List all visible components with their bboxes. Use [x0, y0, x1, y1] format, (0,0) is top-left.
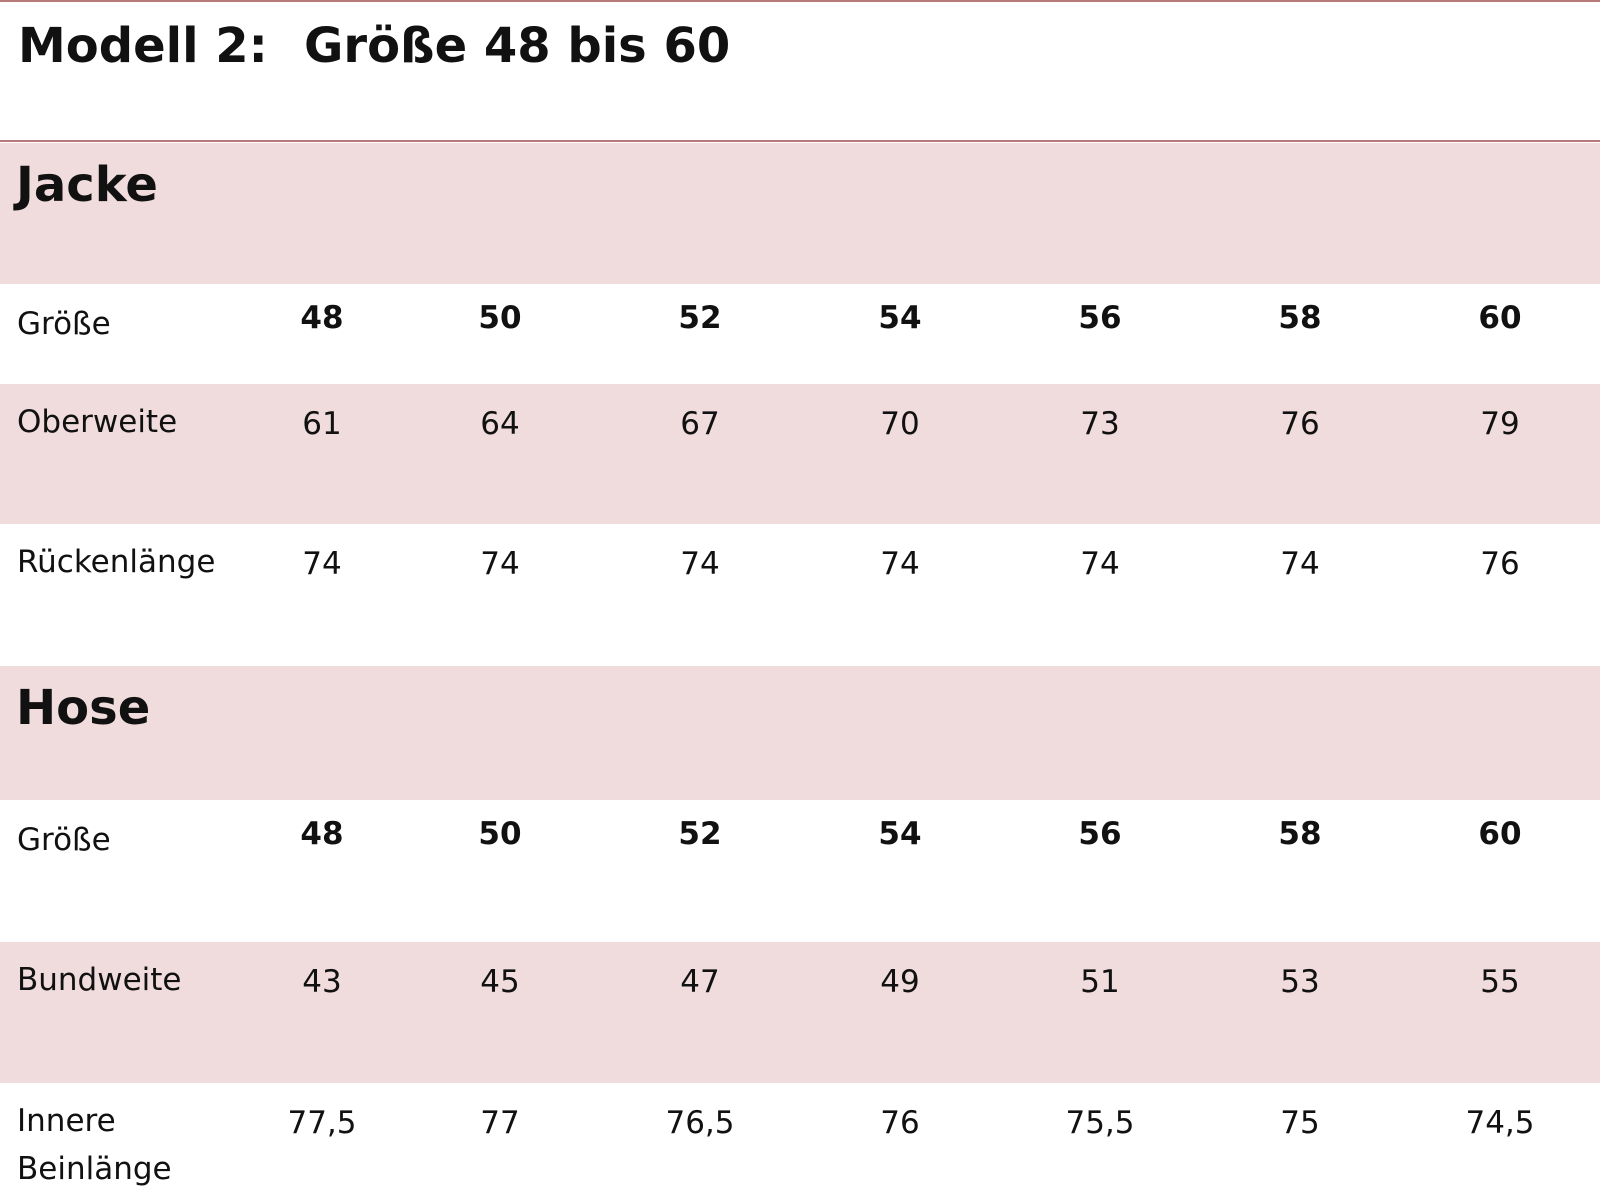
rule	[0, 0, 1600, 2]
measure-cell: 43	[302, 964, 342, 1000]
measure-cell: 53	[1280, 964, 1320, 1000]
size-cell: 50	[478, 300, 522, 336]
measure-cell: 61	[302, 406, 342, 442]
size-cell: 48	[300, 816, 344, 852]
measure-cell: 67	[680, 406, 720, 442]
row-label: Innere Beinlänge	[17, 1103, 172, 1187]
measure-cell: 45	[480, 964, 520, 1000]
section-title: Hose	[16, 680, 151, 736]
row-label: Bundweite	[17, 962, 182, 998]
measure-cell: 76,5	[665, 1105, 735, 1141]
measure-cell: 76	[880, 1105, 920, 1141]
measure-cell: 74	[1080, 546, 1120, 582]
size-cell: 56	[1078, 300, 1122, 336]
model-label: Modell 2:	[18, 18, 268, 74]
page-title: Größe 48 bis 60	[304, 18, 731, 74]
size-cell: 50	[478, 816, 522, 852]
measure-cell: 75	[1280, 1105, 1320, 1141]
size-cell: 54	[878, 816, 922, 852]
row-label: Größe	[17, 306, 111, 342]
row-label: Größe	[17, 822, 111, 858]
measure-cell: 55	[1480, 964, 1520, 1000]
measure-cell: 51	[1080, 964, 1120, 1000]
measure-cell: 76	[1480, 546, 1520, 582]
size-cell: 56	[1078, 816, 1122, 852]
measure-cell: 47	[680, 964, 720, 1000]
measure-cell: 74	[880, 546, 920, 582]
size-cell: 48	[300, 300, 344, 336]
row-label: Rückenlänge	[17, 544, 216, 580]
measure-cell: 79	[1480, 406, 1520, 442]
section-title: Jacke	[16, 157, 158, 213]
size-cell: 52	[678, 816, 722, 852]
measure-cell: 74,5	[1465, 1105, 1535, 1141]
row-band	[0, 384, 1600, 524]
size-cell: 58	[1278, 816, 1322, 852]
size-cell: 58	[1278, 300, 1322, 336]
measure-cell: 64	[480, 406, 520, 442]
size-cell: 60	[1478, 300, 1522, 336]
size-cell: 60	[1478, 816, 1522, 852]
measure-cell: 73	[1080, 406, 1120, 442]
row-label: Oberweite	[17, 404, 178, 440]
measure-cell: 70	[880, 406, 920, 442]
row-band	[0, 942, 1600, 1083]
measure-cell: 77	[480, 1105, 520, 1141]
measure-cell: 75,5	[1065, 1105, 1135, 1141]
measure-cell: 49	[880, 964, 920, 1000]
measure-cell: 74	[302, 546, 342, 582]
measure-cell: 74	[480, 546, 520, 582]
rule	[0, 140, 1600, 142]
section-band	[0, 666, 1600, 800]
measure-cell: 74	[1280, 546, 1320, 582]
section-band	[0, 143, 1600, 284]
measure-cell: 74	[680, 546, 720, 582]
measure-cell: 77,5	[287, 1105, 357, 1141]
measure-cell: 76	[1280, 406, 1320, 442]
size-cell: 52	[678, 300, 722, 336]
size-cell: 54	[878, 300, 922, 336]
